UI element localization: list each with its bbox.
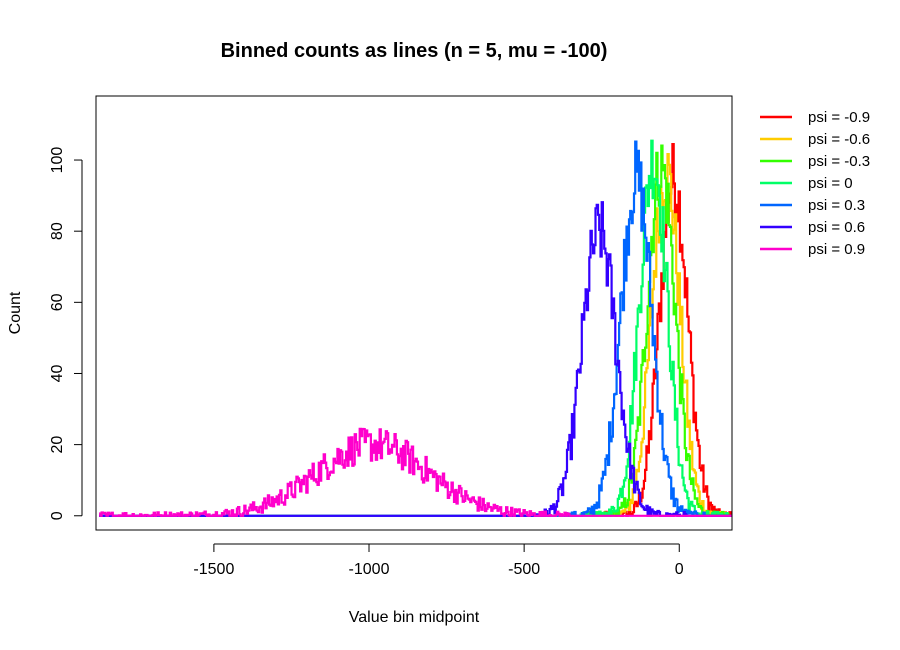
y-axis: 0 20 40 60 80 100 (49, 147, 83, 520)
y-tick-label: 40 (49, 364, 66, 382)
legend-label: psi = 0.9 (808, 241, 865, 258)
y-axis-label: Count (7, 291, 24, 334)
y-tick-label: 100 (49, 147, 66, 174)
legend-label: psi = 0.3 (808, 197, 865, 214)
chart-title: Binned counts as lines (n = 5, mu = -100… (221, 40, 608, 62)
legend-item: psi = 0.6 (760, 219, 865, 236)
legend-label: psi = -0.3 (808, 153, 870, 170)
legend-item: psi = 0 (760, 175, 853, 192)
x-tick-label: -1500 (193, 561, 234, 578)
legend-item: psi = 0.9 (760, 241, 865, 258)
y-tick-label: 0 (49, 511, 66, 520)
legend: psi = -0.9 psi = -0.6 psi = -0.3 psi = 0 psi… (760, 109, 870, 258)
y-tick-label: 60 (49, 293, 66, 311)
legend-label: psi = -0.6 (808, 131, 870, 148)
x-tick-label: -500 (508, 561, 540, 578)
legend-label: psi = 0 (808, 175, 853, 192)
legend-label: psi = -0.9 (808, 109, 870, 126)
series-line-6 (99, 427, 732, 517)
x-axis-label: Value bin midpoint (349, 609, 480, 626)
plot-area (99, 139, 732, 517)
x-tick-label: 0 (675, 561, 684, 578)
legend-item: psi = -0.3 (760, 153, 870, 170)
y-tick-label: 80 (49, 222, 66, 240)
x-tick-label: -1000 (349, 561, 390, 578)
legend-item: psi = -0.6 (760, 131, 870, 148)
y-tick-label: 20 (49, 436, 66, 454)
legend-item: psi = 0.3 (760, 197, 865, 214)
x-axis: -1500 -1000 -500 0 (193, 543, 684, 578)
legend-label: psi = 0.6 (808, 219, 865, 236)
legend-item: psi = -0.9 (760, 109, 870, 126)
plot-frame (95, 95, 733, 531)
